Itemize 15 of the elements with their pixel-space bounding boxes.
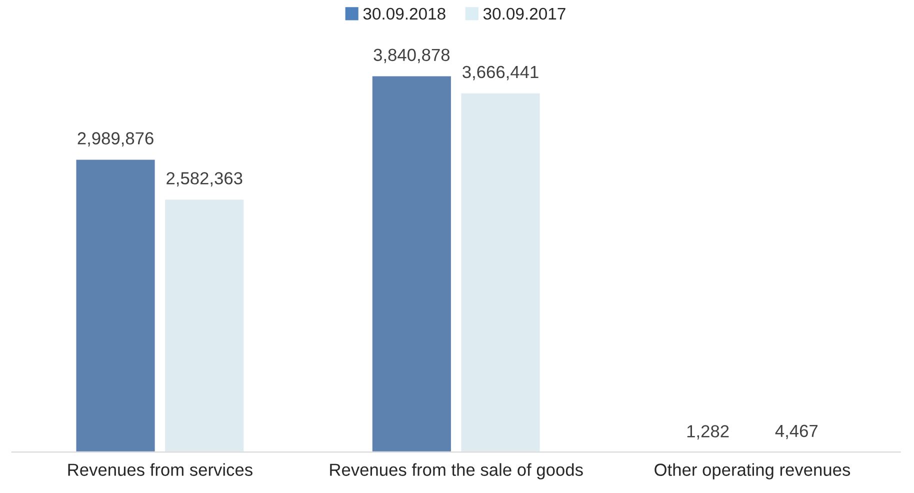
x-tick-label: Revenues from services [68,463,252,476]
data-label: 1,282 [687,425,729,440]
x-tick-label: Revenues from the sale of goods [330,463,583,480]
bar [460,92,542,452]
bar [164,198,246,452]
legend-label: 30.09.2018 [363,8,446,20]
data-label: 2,989,876 [78,132,154,147]
bar [74,158,156,452]
x-tick-label: Other operating revenues [654,463,850,480]
data-label: 3,840,878 [374,48,450,64]
data-label: 3,666,441 [462,66,538,80]
data-label: 2,582,363 [166,172,242,186]
legend-label: 30.09.2017 [483,8,566,20]
data-label: 4,467 [775,424,818,440]
bar [370,74,452,452]
